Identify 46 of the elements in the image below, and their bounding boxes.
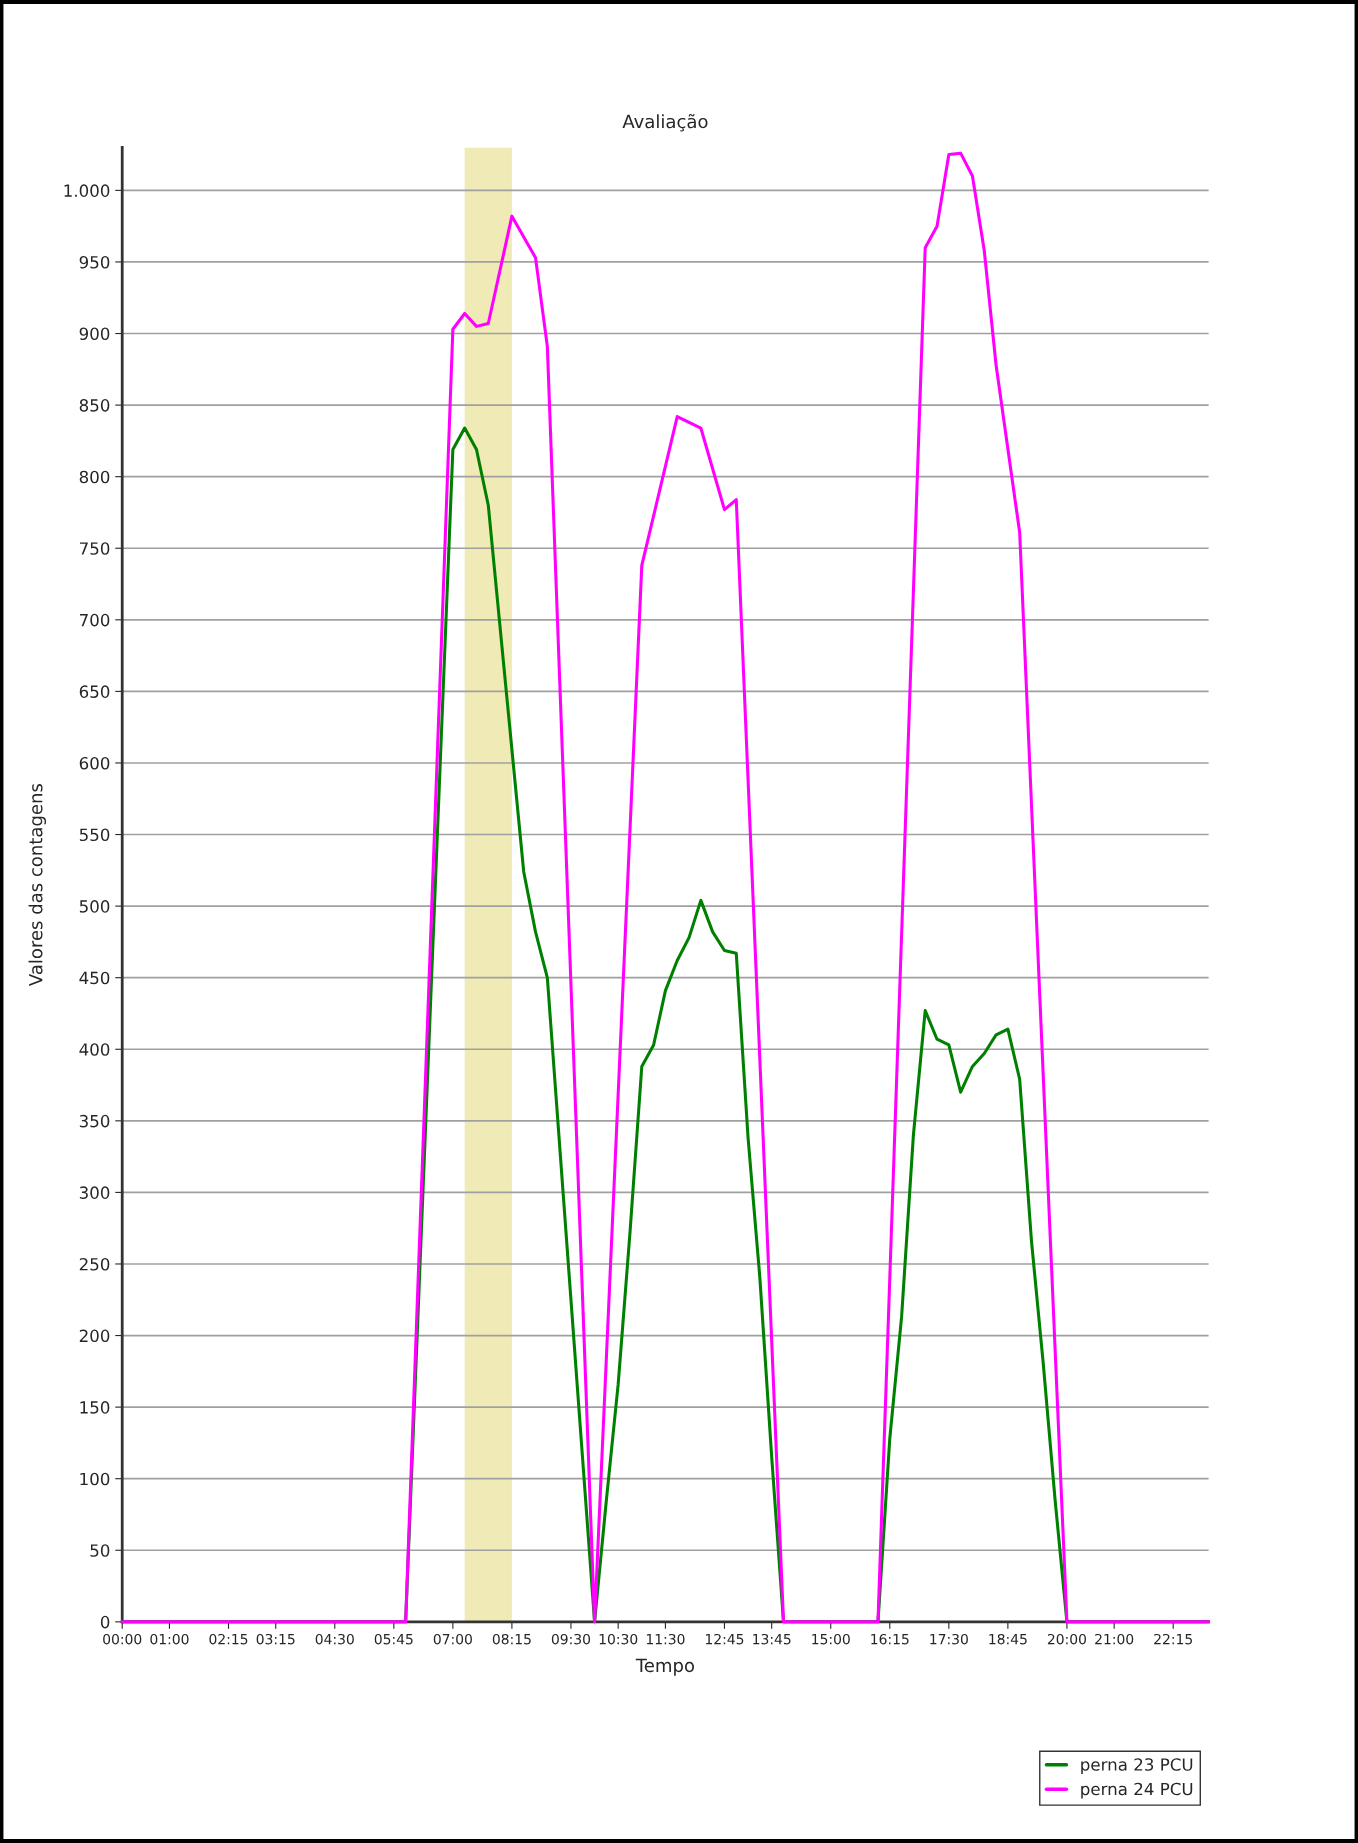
- x-tick-label: 12:45: [705, 1633, 744, 1645]
- chart-title: Avaliação: [622, 113, 708, 132]
- x-tick-label: 05:45: [374, 1633, 413, 1645]
- y-tick-label: 50: [90, 1544, 110, 1557]
- y-tick-label: 650: [79, 685, 110, 698]
- y-tick-label: 800: [79, 470, 110, 484]
- x-tick-label: 08:15: [492, 1633, 531, 1645]
- y-tick-label: 900: [79, 327, 110, 341]
- legend-label: perna 23 PCU: [1081, 1758, 1193, 1775]
- x-tick-label: 09:30: [551, 1633, 591, 1645]
- x-axis-title: Tempo: [635, 1658, 695, 1676]
- x-tick-label: 20:00: [1047, 1633, 1087, 1645]
- x-tick-label: 02:15: [209, 1633, 248, 1645]
- y-tick-label: 950: [79, 255, 110, 269]
- x-tick-label: 22:15: [1154, 1633, 1192, 1645]
- x-tick-label: 00:00: [103, 1633, 142, 1645]
- y-tick-label: 550: [79, 828, 110, 842]
- y-tick-label: 450: [79, 971, 110, 985]
- y-axis-title: Valores das contagens: [28, 784, 47, 986]
- y-tick-label: 700: [79, 613, 110, 627]
- x-tick-label: 18:45: [989, 1633, 1027, 1645]
- x-tick-label: 03:15: [256, 1633, 295, 1645]
- y-tick-label: 1.000: [64, 184, 110, 197]
- x-tick-label: 01:00: [150, 1633, 189, 1645]
- y-tick-label: 500: [79, 900, 110, 913]
- y-tick-label: 250: [79, 1257, 110, 1271]
- legend-label: perna 24 PCU: [1081, 1782, 1193, 1799]
- y-tick-label: 0: [100, 1615, 110, 1629]
- y-tick-label: 600: [79, 756, 110, 770]
- y-tick-label: 300: [79, 1186, 110, 1199]
- y-tick-label: 350: [79, 1114, 110, 1128]
- y-tick-label: 200: [79, 1329, 110, 1343]
- x-tick-label: 13:45: [753, 1633, 791, 1645]
- x-tick-label: 17:30: [930, 1633, 968, 1645]
- x-tick-label: 10:30: [599, 1633, 638, 1645]
- y-tick-label: 150: [80, 1401, 110, 1414]
- y-tick-label: 750: [79, 542, 110, 555]
- x-tick-label: 21:00: [1095, 1633, 1134, 1645]
- y-tick-label: 400: [79, 1043, 110, 1056]
- x-tick-label: 15:00: [812, 1633, 850, 1645]
- x-tick-label: 07:00: [433, 1633, 472, 1645]
- y-tick-label: 100: [80, 1472, 110, 1486]
- x-tick-label: 11:30: [646, 1633, 685, 1645]
- y-tick-label: 850: [79, 399, 110, 412]
- x-tick-label: 04:30: [315, 1633, 354, 1645]
- x-tick-label: 16:15: [871, 1633, 909, 1645]
